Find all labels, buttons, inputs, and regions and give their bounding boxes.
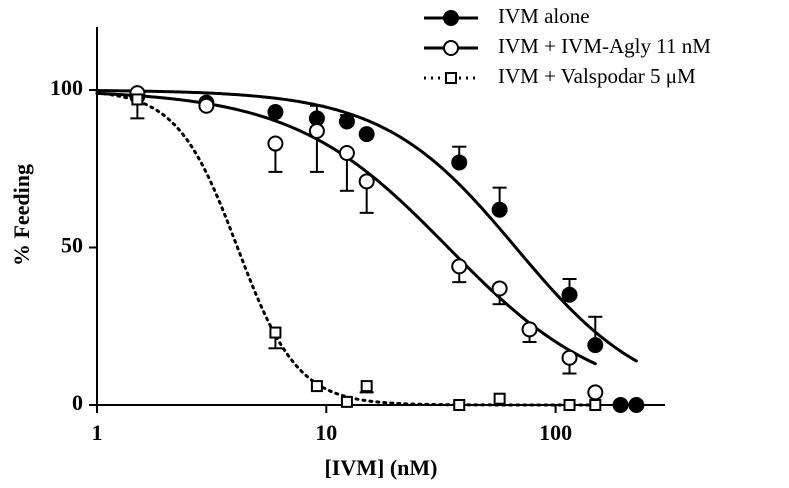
- y-axis-title: % Feeding: [9, 164, 34, 266]
- legend-marker: [443, 10, 459, 26]
- x-axis-title: [IVM] (nM): [324, 455, 437, 480]
- y-tick-label: 0: [72, 390, 83, 415]
- data-point: [269, 326, 282, 339]
- data-point: [338, 145, 355, 161]
- data-point: [338, 113, 355, 130]
- data-point: [561, 349, 578, 366]
- x-tick-label: 1: [92, 420, 103, 445]
- data-point: [310, 380, 323, 393]
- data-point: [198, 97, 215, 114]
- data-point: [358, 173, 375, 190]
- legend-label: IVM + Valspodar 5 μM: [498, 64, 696, 88]
- data-point: [563, 399, 576, 411]
- data-point: [451, 154, 468, 171]
- x-tick-label: 100: [539, 420, 572, 445]
- fit-curve: [95, 91, 597, 407]
- data-point: [587, 384, 604, 401]
- data-point: [587, 337, 604, 354]
- data-point: [340, 395, 353, 408]
- x-tick-label: 10: [315, 420, 337, 445]
- data-point: [360, 380, 373, 393]
- data-point: [267, 135, 284, 152]
- data-point: [308, 122, 325, 139]
- data-point: [612, 397, 629, 413]
- data-point: [491, 280, 508, 297]
- data-point: [358, 126, 375, 143]
- y-tick-label: 100: [50, 75, 83, 100]
- data-point: [521, 321, 538, 338]
- legend-marker: [443, 40, 459, 56]
- data-point: [453, 399, 466, 411]
- data-point: [493, 392, 506, 405]
- legend-label: IVM alone: [498, 4, 590, 28]
- data-point: [561, 286, 578, 303]
- data-point: [267, 104, 284, 121]
- legend-marker: [445, 72, 457, 84]
- y-tick-label: 50: [61, 233, 83, 258]
- data-point: [589, 399, 602, 411]
- data-point: [131, 93, 144, 106]
- data-point: [491, 201, 508, 218]
- data-point: [451, 258, 468, 275]
- legend-label: IVM + IVM-Agly 11 nM: [498, 34, 711, 58]
- fit-curve: [95, 89, 638, 363]
- data-point: [628, 397, 645, 413]
- fit-curve: [95, 91, 597, 366]
